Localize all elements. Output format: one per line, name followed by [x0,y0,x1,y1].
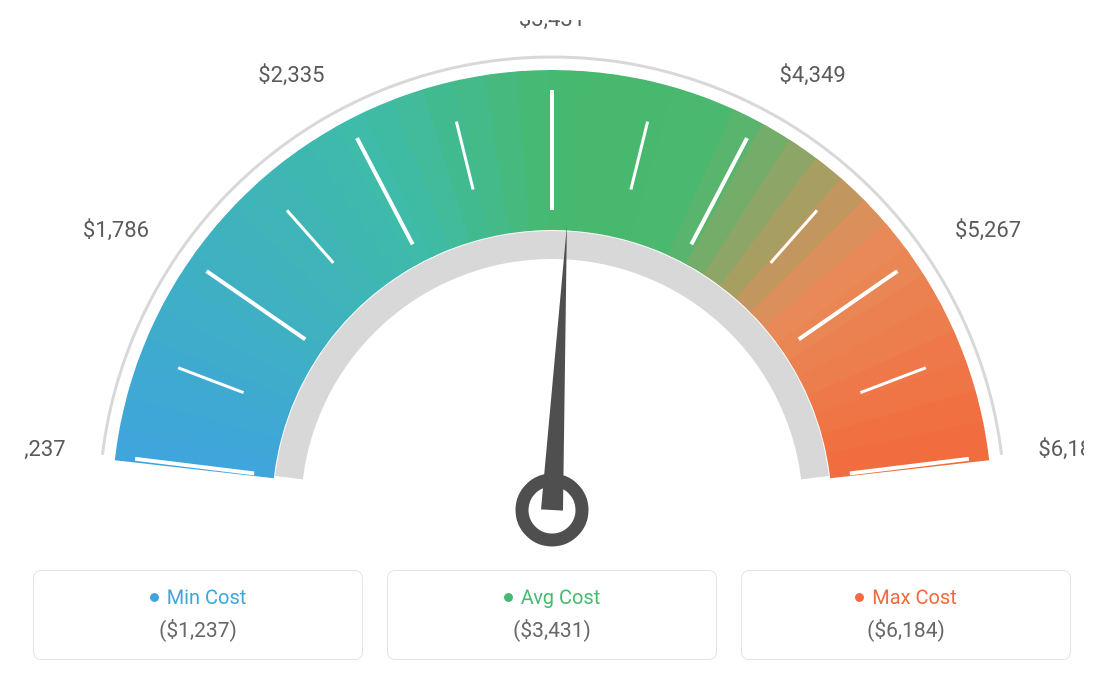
svg-text:$5,267: $5,267 [955,218,1021,243]
legend-card-min: Min Cost ($1,237) [33,570,363,660]
svg-text:$4,349: $4,349 [780,63,846,88]
svg-text:$3,431: $3,431 [519,20,585,32]
svg-text:$2,335: $2,335 [258,63,324,88]
dot-icon [504,593,513,602]
gauge-svg: $1,237 $1,786 $2,335 $3,431 $4,349 $5,267 $6,1… [20,20,1084,570]
legend-title-text: Min Cost [167,585,247,609]
svg-text:$6,184: $6,184 [1038,437,1084,462]
svg-text:$1,786: $1,786 [83,218,149,243]
cost-gauge-chart: $1,237 $1,786 $2,335 $3,431 $4,349 $5,267 $6,1… [20,20,1084,570]
legend-value-avg: ($3,431) [398,619,706,643]
legend-value-max: ($6,184) [752,619,1060,643]
legend-title-max: Max Cost [752,585,1060,609]
legend-title-text: Max Cost [872,585,957,609]
dot-icon [855,593,864,602]
legend-title-text: Avg Cost [521,585,601,609]
legend-title-min: Min Cost [44,585,352,609]
legend-card-max: Max Cost ($6,184) [741,570,1071,660]
dot-icon [150,593,159,602]
legend-card-avg: Avg Cost ($3,431) [387,570,717,660]
legend-row: Min Cost ($1,237) Avg Cost ($3,431) Max … [20,570,1084,660]
legend-title-avg: Avg Cost [398,585,706,609]
svg-text:$1,237: $1,237 [20,437,66,462]
legend-value-min: ($1,237) [44,619,352,643]
